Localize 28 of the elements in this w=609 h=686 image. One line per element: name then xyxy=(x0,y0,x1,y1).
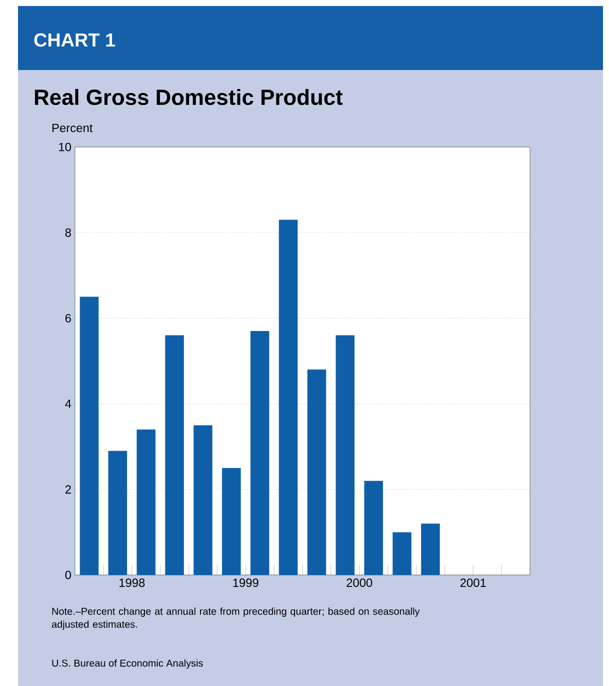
bar xyxy=(80,296,99,575)
y-tick-label: 8 xyxy=(65,228,71,237)
bar xyxy=(392,532,412,575)
bar xyxy=(165,335,184,575)
text: Note.–Percent change at annual rate from preceding quarter; based on seasonally adjusted estimates. xyxy=(52,608,420,630)
bar xyxy=(421,524,440,575)
y-tick-label: 0 xyxy=(65,570,72,580)
bar xyxy=(108,450,128,575)
bar xyxy=(336,335,355,575)
bar xyxy=(307,370,326,575)
text: U.S. Bureau of Economic Analysis xyxy=(52,659,203,669)
x-tick-label: 2001 xyxy=(460,578,486,587)
bar xyxy=(278,220,298,575)
y-tick-label: 2 xyxy=(65,485,71,494)
x-tick-label: 1999 xyxy=(233,578,258,587)
bar xyxy=(364,480,383,575)
y-tick-label: 4 xyxy=(65,400,72,408)
x-tick-label: 1998 xyxy=(119,578,145,587)
caption: CHART 1 xyxy=(34,33,115,47)
bar xyxy=(250,331,270,575)
bar xyxy=(194,425,212,575)
y-axis-title: Percent xyxy=(52,124,93,132)
bar xyxy=(136,429,156,575)
y-tick-label: 10 xyxy=(59,142,72,152)
x-tick-label: 2000 xyxy=(346,578,372,587)
bar xyxy=(222,468,241,575)
y-tick-label: 6 xyxy=(65,314,71,322)
chart-title: Real Gross Domestic Product xyxy=(34,88,343,106)
